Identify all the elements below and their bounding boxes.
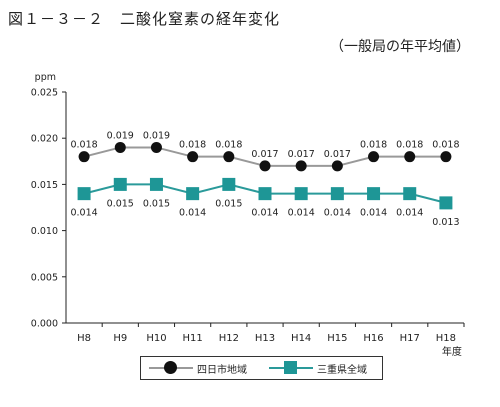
x-tick-label: H11 [183,333,203,344]
data-label: 0.017 [288,149,315,160]
y-tick-label: 0.020 [31,134,58,145]
y-tick-label: 0.010 [31,226,58,237]
data-point-square [330,187,344,201]
data-label: 0.018 [432,140,459,151]
data-point-square [403,187,417,201]
data-point-square [294,187,308,201]
y-tick-label: 0.005 [31,272,58,283]
data-label: 0.013 [432,217,459,228]
data-label: 0.018 [396,140,423,151]
data-label: 0.018 [70,140,97,151]
data-point-circle [187,151,199,163]
x-tick-label: H18 [436,333,456,344]
data-label: 0.014 [360,208,387,219]
y-tick-label: 0.000 [31,319,58,330]
data-label: 0.014 [179,208,206,219]
data-label: 0.018 [360,140,387,151]
legend-square-marker-icon [284,361,297,374]
data-point-square [113,177,127,191]
legend-item-yokkaichi: 四日市地域 [149,357,247,379]
data-label: 0.014 [288,208,315,219]
data-point-circle [114,141,126,153]
data-label: 0.019 [143,130,170,141]
y-axis-unit-label: ppm [35,72,56,83]
x-tick-label: H15 [327,333,347,344]
data-point-circle [78,151,90,163]
data-label: 0.018 [215,140,242,151]
x-tick-label: H9 [113,333,127,344]
y-tick-label: 0.025 [31,88,58,99]
data-label: 0.015 [107,198,134,209]
legend-line-yokkaichi [149,361,193,374]
data-point-circle [295,160,307,172]
x-tick-label: H12 [219,333,239,344]
data-label: 0.019 [107,130,134,141]
data-point-circle [404,151,416,163]
chart-title: 図１－３－２ 二酸化窒素の経年変化 [8,10,281,28]
data-point-circle [259,160,271,172]
data-point-square [258,187,272,201]
data-point-circle [331,160,343,172]
data-label: 0.014 [324,208,351,219]
data-label: 0.017 [324,149,351,160]
data-label: 0.014 [251,208,278,219]
data-label: 0.014 [70,208,97,219]
legend-line-mie [269,361,313,374]
data-point-square [186,187,200,201]
data-point-square [439,196,453,210]
x-tick-label: H8 [77,333,91,344]
data-point-circle [440,151,452,163]
x-tick-label: H16 [363,333,383,344]
data-point-circle [368,151,380,163]
x-tick-label: H17 [400,333,420,344]
x-tick-label: H13 [255,333,275,344]
legend-label-yokkaichi: 四日市地域 [197,364,247,376]
data-point-square [149,177,163,191]
legend-label-mie: 三重県全域 [317,364,367,376]
chart-legend: 四日市地域 三重県全域 [140,356,383,380]
data-label: 0.018 [179,140,206,151]
x-tick-label: H10 [146,333,166,344]
data-point-circle [150,141,162,153]
data-point-square [77,187,91,201]
data-point-square [222,177,236,191]
data-label: 0.015 [215,198,242,209]
data-point-circle [223,151,235,163]
x-axis-label: 年度 [442,345,462,358]
data-point-square [367,187,381,201]
data-label: 0.015 [143,198,170,209]
chart-subtitle: （一般局の年平均値） [330,39,470,55]
legend-item-mie: 三重県全域 [269,357,367,379]
legend-circle-marker-icon [164,361,177,374]
data-label: 0.017 [251,149,278,160]
data-label: 0.014 [396,208,423,219]
y-tick-label: 0.015 [31,180,58,191]
x-tick-label: H14 [291,333,311,344]
